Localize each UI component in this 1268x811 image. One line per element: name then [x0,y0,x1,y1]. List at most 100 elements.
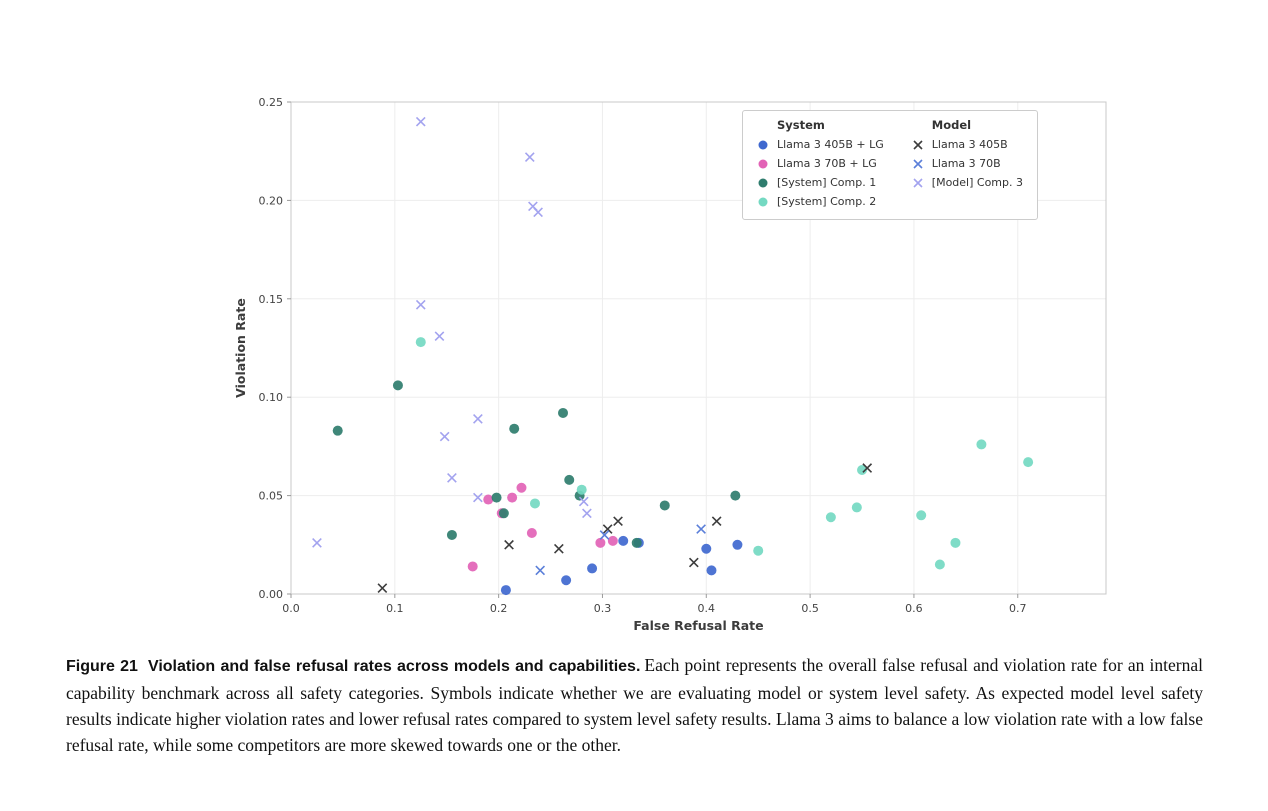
point-model-comp-3 [312,537,322,548]
point-llama-3-70b-lg [483,494,494,505]
plot-frame [290,101,1107,595]
circle-marker-icon [758,159,768,168]
point-llama-3-405b [602,524,613,534]
point-model-comp-3 [533,207,543,218]
point-model-comp-3 [578,496,589,507]
y-axis-title: Violation Rate [233,298,248,398]
circle-marker-icon [758,140,768,149]
y-tick-label: 0.00 [259,588,284,601]
x-tick-label: 0.5 [801,602,819,615]
point-llama-3-70b-lg [516,482,527,493]
point-llama-3-70b-lg [467,561,478,572]
x-tick-label: 0.2 [490,602,508,615]
x-tick-label: 0.1 [386,602,404,615]
point-model-comp-3 [524,152,535,162]
legend-item: Llama 3 70B [910,154,1027,173]
point-llama-3-405b-lg [732,539,743,550]
y-tick-label: 0.25 [259,96,284,109]
point-model-comp-3 [434,331,445,342]
point-llama-3-405b-lg [618,535,629,546]
point-system-comp-2 [576,484,587,495]
circle-marker-icon [758,197,768,206]
x-axis-title: False Refusal Rate [633,618,763,633]
legend-label: Llama 3 405B + LG [777,138,884,151]
x-tick-label: 0.3 [594,602,612,615]
point-llama-3-405b [862,463,873,473]
chart-legend: System Llama 3 405B + LG Llama 3 70B + LG [… [742,110,1038,220]
legend-group-system: System Llama 3 405B + LG Llama 3 70B + LG [… [755,118,884,211]
scatter-chart: 0.0 0.1 0.2 0.3 0.4 0.5 0.6 0.7 0.00 0.05 0.10 0.15… [233,96,1107,633]
legend-group-title: Model [931,118,972,132]
point-model-comp-3 [415,116,426,127]
point-llama-3-405b-lg [701,543,712,554]
legend-item: Llama 3 405B [910,135,1027,154]
point-system-comp-1 [659,500,670,511]
point-llama-3-405b-lg [587,563,598,574]
legend-label: Llama 3 70B [931,157,1001,170]
y-tick-label: 0.05 [259,490,284,503]
point-model-comp-3 [439,431,450,442]
legend-label: [System] Comp. 2 [777,195,877,208]
point-system-comp-2 [916,510,927,521]
y-tick-label: 0.10 [259,391,284,404]
figure-caption: Figure 21 Violation and false refusal rat… [66,652,1203,758]
point-system-comp-1 [631,537,642,548]
x-marker-icon [913,158,923,169]
point-system-comp-2 [825,512,836,523]
point-llama-3-405b-lg [500,585,511,596]
point-system-comp-1 [498,508,509,519]
point-system-comp-2 [976,439,987,450]
point-system-comp-1 [446,529,457,540]
point-system-comp-2 [950,537,961,548]
point-llama-3-70b [696,524,706,534]
legend-item: Llama 3 405B + LG [755,135,884,154]
figure-label: Figure 21 [66,658,138,675]
point-model-comp-3 [447,473,457,483]
legend-item: [System] Comp. 2 [755,192,884,211]
x-tick-label: 0.0 [282,602,300,615]
point-system-comp-1 [558,407,569,418]
legend-label: [Model] Comp. 3 [931,176,1023,189]
point-system-comp-1 [332,425,343,436]
x-tick-label: 0.6 [905,602,923,615]
x-tick-label: 0.7 [1009,602,1027,615]
point-llama-3-70b [535,565,546,576]
point-model-comp-3 [582,508,592,519]
legend-item: [System] Comp. 1 [755,173,884,192]
point-llama-3-70b-lg [507,492,518,503]
point-llama-3-70b-lg [526,527,537,538]
point-system-comp-2 [1023,457,1034,468]
legend-label: Llama 3 405B [931,138,1008,151]
legend-label: [System] Comp. 1 [777,176,877,189]
figure-title: Violation and false refusal rates across… [147,658,641,675]
point-model-comp-3 [473,413,483,424]
point-system-comp-2 [851,502,862,513]
point-system-comp-2 [529,498,540,509]
x-marker-icon [913,139,923,150]
point-system-comp-1 [491,492,502,503]
point-llama-3-405b [613,516,623,527]
y-tick-label: 0.20 [259,194,284,207]
point-llama-3-405b [711,516,722,527]
circle-marker-icon [758,178,768,187]
point-llama-3-70b [599,530,610,540]
point-model-comp-3 [415,299,426,310]
point-system-comp-1 [392,380,403,391]
x-marker-icon [913,177,923,188]
point-llama-3-70b-lg [595,537,606,548]
point-llama-3-405b [688,557,699,568]
point-system-comp-1 [730,490,741,501]
point-llama-3-405b [377,583,388,593]
legend-group-model: Model Llama 3 405B Llama 3 70B [Model] Comp… [910,118,1027,211]
y-tick-label: 0.15 [259,293,284,306]
point-model-comp-3 [473,492,483,503]
scatter-plot-svg: 0.0 0.1 0.2 0.3 0.4 0.5 0.6 0.7 0.00 0.05 0.10 0.15… [233,96,1107,633]
legend-group-title: System [777,118,825,132]
point-llama-3-405b [553,543,564,554]
legend-item: Llama 3 70B + LG [755,154,884,173]
legend-label: Llama 3 70B + LG [777,157,877,170]
point-system-comp-2 [934,559,945,570]
x-tick-label: 0.4 [698,602,716,615]
point-system-comp-1 [564,474,575,485]
